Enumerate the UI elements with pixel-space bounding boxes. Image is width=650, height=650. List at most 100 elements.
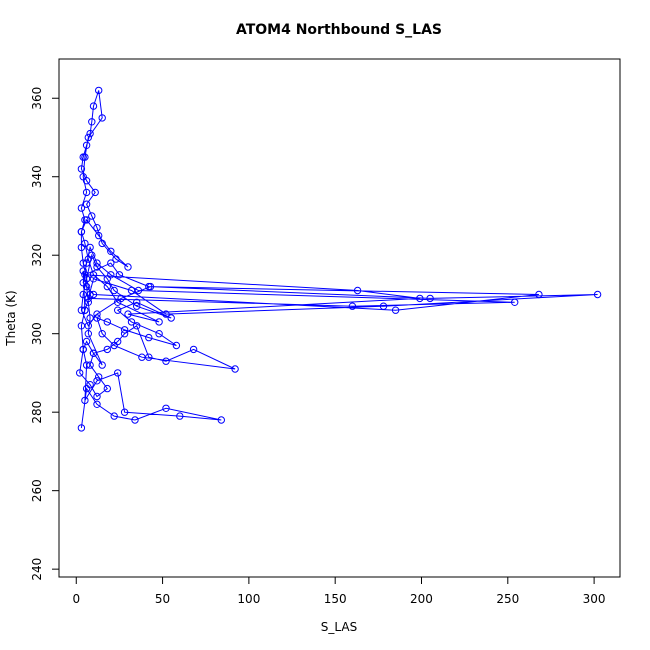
data-point (103, 345, 112, 354)
data-point (93, 377, 101, 385)
data-point (77, 228, 86, 236)
data-point (86, 381, 94, 389)
data-point (98, 330, 106, 338)
data-point (76, 369, 84, 377)
data-point (81, 153, 89, 161)
data-point (77, 243, 86, 252)
x-tick-label: 100 (237, 592, 260, 606)
data-point (81, 396, 89, 405)
y-tick-label: 360 (30, 87, 44, 110)
data-point (120, 330, 129, 338)
data-point (379, 302, 388, 310)
x-tick-label: 0 (72, 592, 80, 606)
data-point (88, 212, 96, 220)
data-point (93, 314, 101, 322)
data-point (145, 282, 153, 291)
data-point (145, 333, 153, 342)
x-tick-label: 50 (155, 592, 170, 606)
data-point (93, 400, 101, 408)
data-point (138, 353, 146, 361)
x-axis: 0 50 100 150 200 250 300 (72, 576, 606, 606)
y-tick-label: 320 (30, 244, 44, 267)
data-point (353, 286, 362, 295)
data-point (115, 271, 124, 279)
data-point (93, 224, 101, 232)
y-axis-title: Theta (K) (4, 290, 18, 346)
y-tick-label: 280 (30, 401, 44, 424)
data-point (82, 141, 91, 150)
data-point (77, 165, 86, 173)
data-point (114, 298, 122, 306)
data-point (82, 361, 91, 369)
data-point (167, 314, 175, 322)
data-point (110, 286, 118, 295)
data-point (98, 239, 106, 248)
data-point (535, 290, 543, 299)
data-point (82, 259, 91, 267)
data-point (162, 357, 170, 365)
data-point (155, 318, 163, 326)
data-point (107, 271, 115, 279)
data-point (103, 282, 112, 291)
data-point (82, 188, 91, 197)
data-point (82, 337, 91, 346)
data-point (133, 298, 141, 306)
data-point (93, 392, 101, 401)
data-point (162, 404, 170, 412)
data-point (103, 318, 112, 326)
data-point (120, 408, 129, 416)
data-point (176, 412, 184, 420)
data-point (86, 361, 94, 369)
data-point (77, 204, 86, 212)
data-point (81, 216, 89, 224)
data-point (89, 271, 98, 279)
data-point (416, 294, 424, 303)
data-point (88, 118, 96, 126)
x-tick-label: 200 (410, 592, 433, 606)
data-point (127, 318, 136, 326)
data-point (81, 271, 89, 279)
data-point (189, 345, 198, 354)
data-point (84, 255, 93, 263)
data-point (133, 302, 141, 310)
data-point (107, 259, 115, 267)
data-point (79, 345, 87, 354)
data-point (89, 102, 98, 110)
data-point (134, 286, 143, 295)
data-point (133, 322, 141, 330)
data-point (79, 267, 87, 275)
data-point (95, 86, 103, 95)
data-point (114, 369, 122, 377)
data-point (98, 361, 106, 369)
chart-title: ATOM4 Northbound S_LAS (236, 22, 442, 38)
data-point (145, 353, 153, 361)
data-point (131, 416, 139, 424)
data-point (86, 243, 94, 252)
data-point (155, 330, 163, 338)
data-point (110, 341, 118, 350)
data-point (84, 298, 93, 306)
data-point (103, 384, 112, 393)
data-point (79, 259, 87, 267)
data-point (86, 129, 94, 138)
data-point (426, 294, 434, 303)
data-point (511, 298, 519, 306)
data-point (84, 133, 93, 142)
y-tick-label: 340 (30, 165, 44, 188)
data-point (95, 231, 103, 240)
y-tick-label: 240 (30, 558, 44, 581)
data-point (120, 326, 129, 334)
y-tick-label: 300 (30, 322, 44, 345)
data-point (162, 310, 170, 318)
x-axis-title: S_LAS (321, 620, 357, 634)
data-point (110, 412, 118, 420)
data-point (93, 310, 101, 318)
data-point (84, 330, 93, 338)
x-tick-label: 250 (496, 592, 519, 606)
data-point (84, 322, 93, 330)
data-point (93, 259, 101, 267)
data-point (91, 188, 99, 197)
data-point (114, 306, 122, 314)
